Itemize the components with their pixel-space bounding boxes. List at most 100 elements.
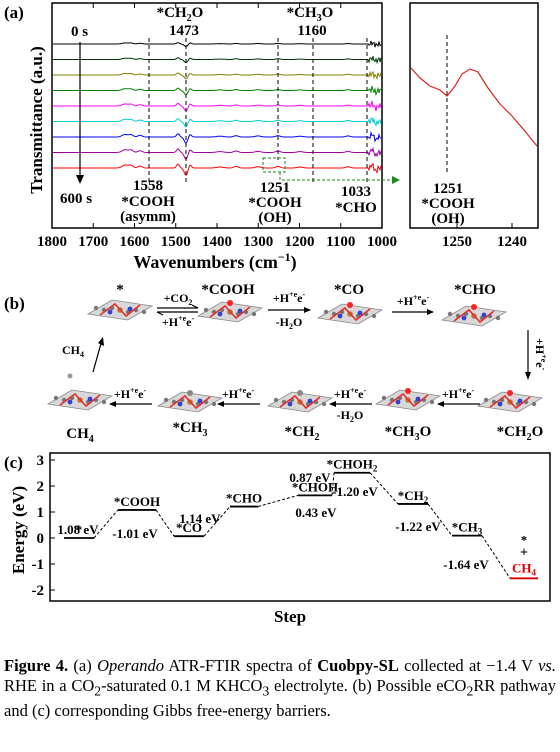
ftir-tick-label: 1500 — [161, 234, 191, 250]
cooh-asym-note: (asymm) — [120, 209, 176, 225]
nitrogen-atom — [217, 311, 223, 317]
arrow-4-label: +H+ee- — [533, 338, 548, 371]
carbon-atom — [531, 401, 537, 407]
arrow-5-head — [109, 401, 116, 407]
energy-level-label: *CHOH2 — [327, 457, 378, 474]
caption-sub: 2 — [94, 683, 102, 699]
energy-connector — [331, 472, 335, 496]
arrow-7-bottom: -H2O — [337, 408, 364, 424]
cho-label: *CHO — [335, 200, 377, 216]
ftir-spectra — [53, 40, 382, 176]
caption-text: collected at −1.4 V — [398, 656, 539, 675]
nitrogen-atom — [337, 313, 343, 319]
energy-barrier-label: -1.20 eV — [332, 484, 378, 499]
energy-connector — [481, 535, 511, 579]
caption-italic: vs. — [538, 656, 556, 675]
energy-level-label: *CHO — [226, 491, 262, 506]
caption-sample: Cuobpy-SL — [317, 656, 399, 675]
arrow-2-top: +H+ee- — [273, 290, 306, 305]
ftir-tick-label: 1400 — [202, 234, 232, 250]
adsorbate-atom — [471, 304, 477, 310]
ring-bond — [99, 302, 141, 318]
cooh-asym-label: *COOH — [121, 194, 175, 210]
cooh-oh-label: *COOH — [248, 195, 302, 211]
ring-bond — [489, 394, 531, 410]
carbon-atom — [323, 309, 329, 315]
arrow-5-label: +H+ee- — [114, 386, 147, 401]
ftir-spectrum — [53, 162, 382, 176]
ftir-spectrum — [53, 40, 382, 48]
nitrogen-atom — [357, 310, 363, 316]
adsorbate-atom — [347, 302, 353, 308]
ring-bond — [59, 392, 101, 408]
nitrogen-atom — [127, 306, 133, 312]
time-end-label: 600 s — [60, 191, 92, 207]
panel-c-label: (c) — [4, 453, 23, 472]
nitrogen-atom — [197, 398, 203, 404]
carbon-atom — [447, 311, 453, 317]
nitrogen-atom — [177, 401, 183, 407]
inset-tick-label: 1240 — [497, 234, 527, 250]
figure-caption: Figure 4. (a) Operando ATR-FTIR spectra … — [4, 656, 556, 721]
ch3o-value: 1160 — [297, 23, 326, 39]
carbon-atom — [211, 401, 217, 407]
energy-connector — [427, 503, 453, 536]
caption-text: -saturated 0.1 M KHCO — [101, 676, 263, 695]
adsorbate-atom — [297, 390, 303, 396]
carbon-atom — [429, 399, 435, 405]
molecule-sketch — [46, 373, 114, 411]
caption-text: RHE in a CO — [4, 676, 95, 695]
energy-y-ticks: 3 2 1 0 -1 -2 — [32, 453, 55, 599]
molecule-sketch — [440, 304, 508, 327]
energy-barrier-label: 1.14 eV — [179, 511, 221, 526]
carbon-atom — [93, 305, 99, 311]
energy-level-label: *CO — [176, 520, 202, 535]
nitrogen-atom — [481, 312, 487, 318]
arrow-8-head — [437, 401, 444, 407]
ring-bond — [169, 394, 211, 410]
inset-frame — [409, 2, 539, 229]
arrow-2-head — [304, 307, 311, 313]
arrow-7-label: +H+ee- — [334, 386, 367, 401]
energy-xlabel: Step — [274, 607, 306, 626]
molecule-sketch — [374, 388, 442, 411]
ftir-xlabel: Wavenumbers (cm−1) — [133, 250, 296, 273]
energy-connector — [369, 472, 399, 505]
molecule-sketch — [156, 390, 224, 413]
state-label-empty: * — [116, 282, 124, 298]
ch4-release-label: CH4 — [62, 343, 84, 359]
energy-barrier-label: -1.64 eV — [443, 557, 489, 572]
time-arrow-head — [76, 175, 84, 184]
arrow-2-bottom: -H2O — [276, 315, 303, 331]
ftir-tick-label: 1300 — [243, 234, 273, 250]
ch3o-label: *CH3O — [287, 5, 334, 24]
ftir-spectrum — [53, 117, 382, 128]
caption-text: (a) — [68, 656, 98, 675]
energy-connector — [155, 509, 175, 537]
nitrogen-atom — [107, 309, 113, 315]
zoom-connector — [279, 172, 392, 181]
inset-label: *COOH — [421, 196, 475, 212]
zoom-box — [262, 157, 286, 173]
molecule-sketch — [266, 390, 334, 413]
cho-value: 1033 — [341, 184, 371, 200]
energy-barrier-label: -1.01 eV — [112, 526, 158, 541]
ftir-plot-frame — [51, 2, 383, 229]
cooh-asym-value: 1558 — [133, 178, 163, 194]
carbon-atom — [53, 395, 59, 401]
carbon-atom — [483, 397, 489, 403]
energy-barrier-label: 0.43 eV — [295, 505, 337, 520]
ring-bond — [387, 392, 429, 408]
ftir-spectrum — [53, 85, 382, 97]
caption-italic: Operando — [97, 656, 164, 675]
energy-tick-label: 2 — [37, 479, 45, 495]
final-star: * — [521, 532, 528, 547]
time-start-label: 0 s — [71, 24, 88, 40]
ftir-spectrum — [53, 146, 382, 160]
carbon-atom — [321, 401, 327, 407]
molecule-sketch — [316, 302, 384, 325]
ftir-tick-label: 1600 — [120, 234, 150, 250]
arrow-ch4-release — [92, 339, 103, 373]
energy-level-label: *CH2 — [398, 488, 429, 505]
state-label-co: *CO — [334, 282, 364, 298]
